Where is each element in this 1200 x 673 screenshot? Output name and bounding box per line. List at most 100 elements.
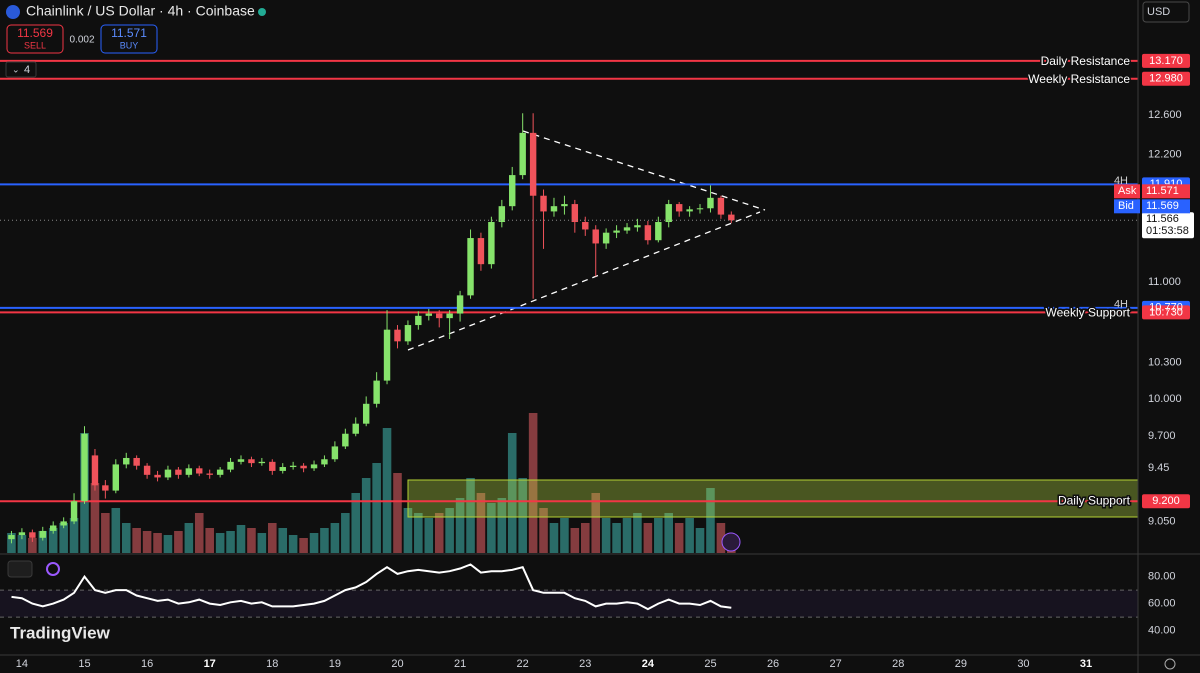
candle-body <box>519 132 526 176</box>
x-tick-label: 31 <box>1080 658 1092 670</box>
candle-body <box>39 530 46 538</box>
candle-body <box>571 204 579 223</box>
volume-bar <box>90 483 100 553</box>
candle-body <box>248 459 255 464</box>
level-price-box <box>1142 305 1190 320</box>
level-tag: 4H <box>1114 299 1128 311</box>
candle-body <box>728 214 735 221</box>
volume-bar <box>695 528 705 553</box>
candle-body <box>446 313 453 319</box>
candle-body <box>675 204 683 212</box>
x-tick-label: 20 <box>391 658 403 670</box>
x-tick-label: 22 <box>517 658 529 670</box>
level-price-box <box>1142 71 1190 86</box>
support-zone <box>407 479 1139 518</box>
candle-body <box>269 461 276 471</box>
x-tick-label: 14 <box>16 658 28 670</box>
candle-body <box>143 465 151 475</box>
currency-selector[interactable] <box>1142 1 1190 23</box>
sell-button[interactable] <box>6 24 64 54</box>
volume-bar <box>351 493 361 553</box>
candle-body <box>279 467 286 471</box>
volume-bar <box>132 528 141 553</box>
last-price: 11.566 <box>1146 213 1179 225</box>
volume-bar <box>539 508 548 553</box>
x-tick-label: 23 <box>579 658 591 670</box>
coin-logo <box>6 5 20 19</box>
volume-bar <box>236 525 246 553</box>
y-tick-label: 9.45 <box>1148 462 1169 474</box>
indicator-toggle[interactable] <box>5 61 37 78</box>
volume-bar <box>674 523 684 553</box>
volume-bar <box>101 513 110 553</box>
volume-bar <box>215 533 225 553</box>
candle-body <box>342 433 349 447</box>
volume-bar <box>330 523 340 553</box>
x-tick-label: 28 <box>892 658 904 670</box>
x-tick-label: 25 <box>704 658 716 670</box>
level-price: 13.170 <box>1149 55 1183 67</box>
volume-bar <box>706 488 715 553</box>
candle-body <box>123 457 130 465</box>
volume-bar <box>664 513 674 553</box>
alert-icon[interactable] <box>721 532 741 552</box>
volume-bar <box>685 518 694 553</box>
rsi-tick-label: 40.00 <box>1148 625 1176 637</box>
pane-toggle[interactable] <box>7 560 33 578</box>
candle-body <box>602 232 610 244</box>
candle-body <box>102 485 109 491</box>
candle-body <box>331 446 339 460</box>
candle-body <box>18 532 26 536</box>
volume-bar <box>288 535 298 553</box>
volume-bar <box>445 508 454 553</box>
level-name: Daily Support <box>1058 493 1131 507</box>
volume-bar <box>455 498 465 553</box>
x-tick-label: 24 <box>642 658 655 670</box>
volume-bar <box>194 513 204 553</box>
x-tick-label: 26 <box>767 658 779 670</box>
x-tick-label: 19 <box>329 658 341 670</box>
candle-body <box>227 461 234 470</box>
candle-body <box>394 329 401 342</box>
volume-bar <box>601 518 611 553</box>
candle-body <box>237 459 245 462</box>
settings-icon[interactable] <box>1164 658 1176 670</box>
candle-body <box>81 433 88 502</box>
volume-bar <box>622 518 632 553</box>
ask-name: Ask <box>1118 185 1137 197</box>
volume-bar <box>174 531 183 553</box>
x-tick-label: 29 <box>955 658 967 670</box>
axis-layer: 14 15 16 17 18 19 20 21 22 23 24 25 26 27 28 29 30 31 9.05… <box>16 109 1182 670</box>
candle-body <box>154 474 161 478</box>
symbol-title[interactable]: Chainlink / US Dollar · 4h · Coinbase <box>26 3 255 19</box>
y-tick-label: 9.700 <box>1148 430 1176 442</box>
volume-bar <box>153 533 162 553</box>
candle-body <box>529 132 537 196</box>
volume-bar <box>518 478 527 553</box>
volume-bar <box>476 493 486 553</box>
bid-name: Bid <box>1118 200 1134 212</box>
candle-body <box>613 230 620 233</box>
volume-bar <box>257 533 267 553</box>
candle-body <box>289 465 297 468</box>
x-tick-label: 17 <box>204 658 216 670</box>
level-price-box <box>1142 494 1190 509</box>
volume-bar <box>320 528 329 553</box>
countdown: 01:53:58 <box>1146 225 1189 237</box>
volume-bar <box>403 508 413 553</box>
candle-body <box>623 227 631 231</box>
level-price-box <box>1142 53 1190 68</box>
last-price-box <box>1142 212 1194 239</box>
candle-body <box>8 535 15 540</box>
volume-bar <box>226 531 235 553</box>
candle-body <box>383 329 391 381</box>
buy-button[interactable] <box>100 24 158 54</box>
level-price: 10.730 <box>1149 306 1183 318</box>
y-tick-label: 12.600 <box>1148 109 1182 121</box>
level-name: Daily Resistance <box>1041 54 1131 68</box>
rsi-settings[interactable] <box>46 562 60 576</box>
bid-price: 11.569 <box>1146 200 1179 212</box>
volume-bar <box>111 508 121 553</box>
candle-body <box>91 455 99 486</box>
brand: TradingView <box>10 623 111 642</box>
